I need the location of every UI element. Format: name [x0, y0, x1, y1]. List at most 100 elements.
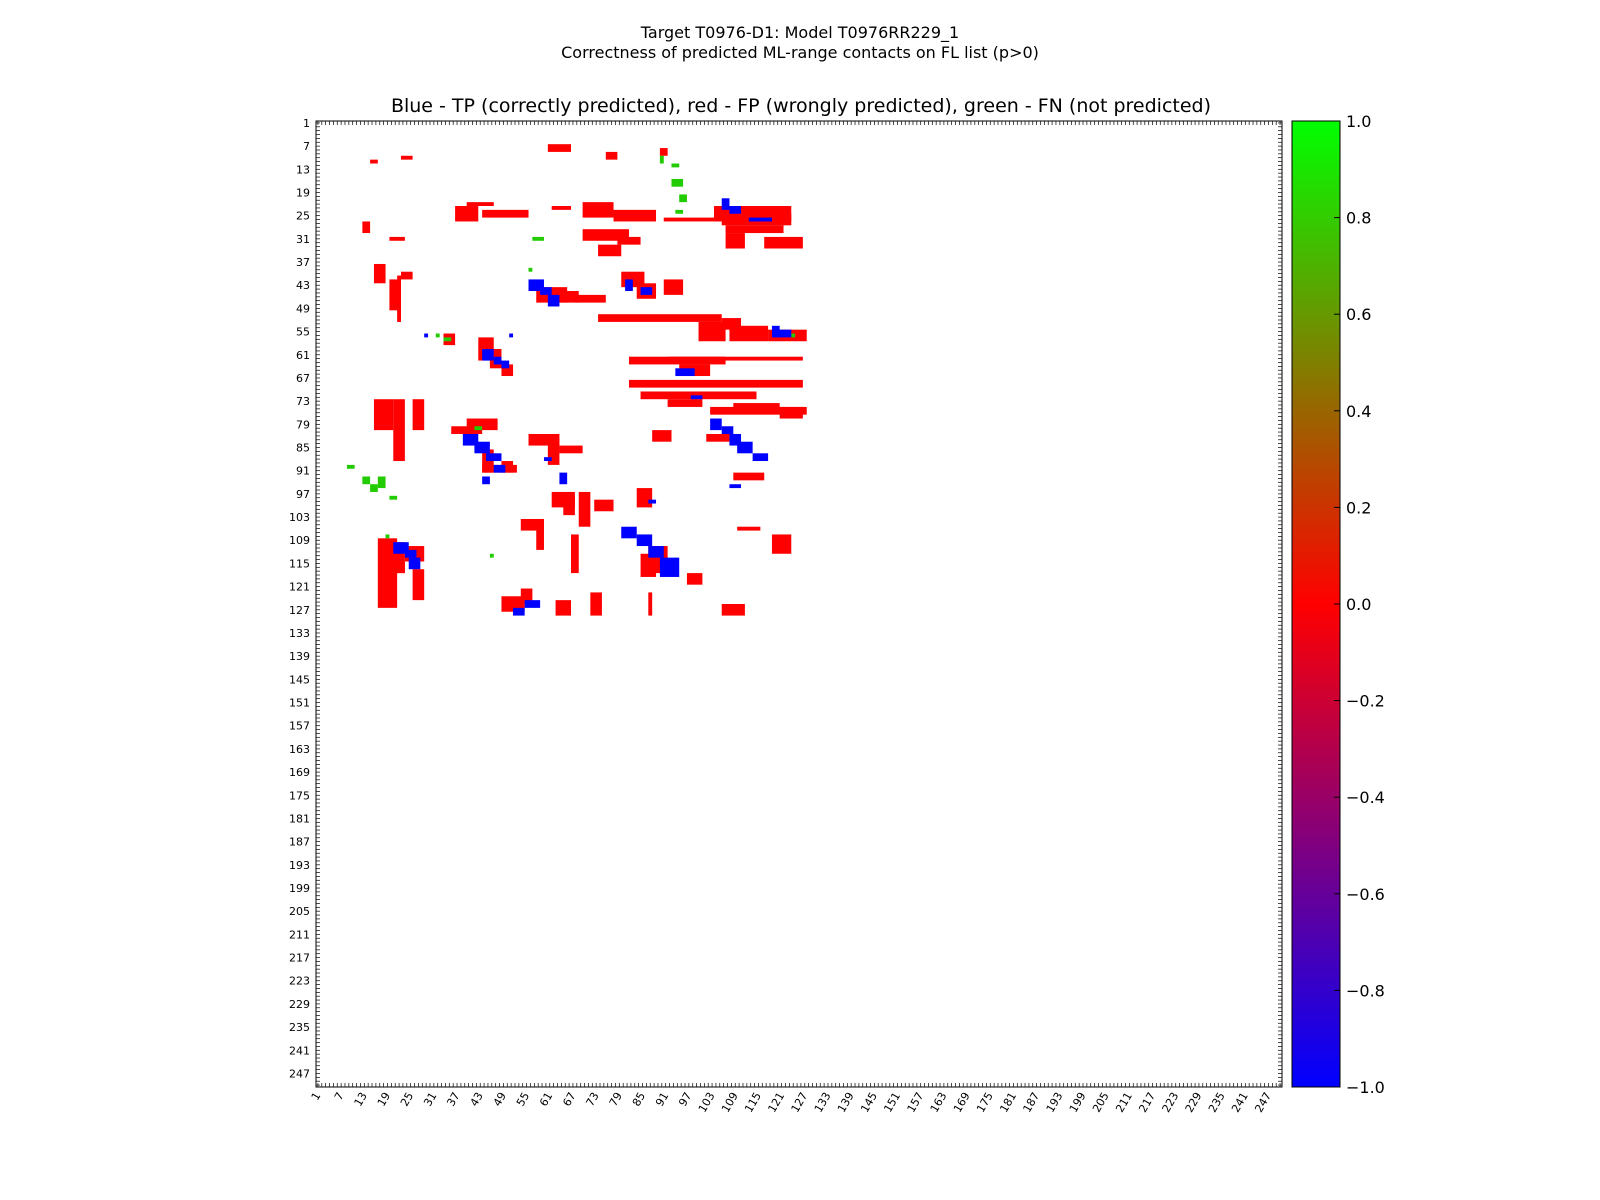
y-tick-label: 79 — [296, 418, 310, 431]
fp-contact-cell — [725, 225, 784, 234]
y-tick-label: 151 — [289, 697, 310, 710]
fp-contact-cell — [571, 534, 579, 574]
tp-contact-cell — [486, 453, 502, 462]
y-tick-label: 133 — [289, 627, 310, 640]
tp-contact-cell — [408, 557, 421, 570]
colorbar-tick-label: 0.0 — [1346, 595, 1371, 614]
fp-contact-cell — [547, 437, 560, 465]
fp-contact-cell — [721, 318, 742, 330]
fn-contact-cell — [532, 236, 544, 241]
y-tick-label: 217 — [289, 952, 310, 965]
x-tick-label: 157 — [905, 1090, 927, 1115]
fp-contact-cell — [582, 229, 629, 241]
fp-contact-cell — [628, 379, 803, 388]
fp-contact-cell — [652, 430, 672, 442]
fp-contact-cell — [393, 542, 405, 574]
colorbar-tick-label: 1.0 — [1346, 112, 1371, 131]
x-tick-label: 145 — [858, 1090, 880, 1115]
fp-contact-cell — [605, 151, 618, 160]
fp-contact-cell — [590, 592, 602, 616]
fp-contact-cell — [594, 499, 614, 512]
tp-contact-cell — [625, 279, 633, 292]
x-tick-label: 37 — [444, 1090, 462, 1109]
tp-contact-cell — [393, 542, 409, 554]
fn-contact-cell — [659, 155, 664, 164]
fp-contact-cell — [393, 399, 405, 462]
tp-contact-cell — [659, 557, 680, 577]
tp-contact-cell — [640, 287, 653, 295]
fp-contact-cell — [725, 233, 745, 249]
tp-contact-cell — [775, 329, 792, 338]
fn-contact-cell — [435, 333, 440, 338]
y-tick-label: 43 — [296, 279, 310, 292]
fp-contact-cell — [733, 472, 765, 481]
x-tick-label: 151 — [881, 1090, 903, 1115]
y-tick-label: 109 — [289, 534, 310, 547]
y-tick-label: 37 — [296, 256, 310, 269]
x-tick-label: 193 — [1044, 1090, 1066, 1115]
fp-contact-cell — [520, 588, 533, 604]
tp-contact-cell — [729, 484, 742, 489]
fn-contact-cell — [389, 495, 398, 500]
fn-contact-cell — [346, 464, 355, 469]
x-tick-label: 79 — [607, 1090, 625, 1109]
fp-contact-cell — [412, 569, 425, 601]
fp-contact-cell — [613, 209, 657, 222]
fp-contact-cell — [536, 518, 544, 550]
x-tick-label: 139 — [835, 1090, 857, 1115]
tp-contact-cell — [737, 441, 753, 454]
fp-contact-cell — [698, 321, 726, 342]
tp-contact-cell — [493, 356, 502, 365]
axis-ticks — [316, 121, 1282, 1087]
tp-contact-cell — [621, 526, 637, 539]
plot-frame — [315, 120, 1283, 1088]
tp-contact-cell — [404, 549, 417, 558]
y-tick-label: 175 — [289, 789, 310, 802]
x-tick-label: 97 — [676, 1090, 694, 1109]
tp-contact-cell — [648, 499, 657, 504]
x-tick-label: 187 — [1020, 1090, 1042, 1115]
x-tick-label: 67 — [560, 1090, 578, 1109]
x-tick-label: 241 — [1229, 1090, 1251, 1115]
y-tick-label: 241 — [289, 1044, 310, 1057]
y-tick-label: 103 — [289, 511, 310, 524]
fp-contact-cell — [362, 221, 371, 234]
tp-contact-cell — [729, 433, 742, 446]
y-tick-label: 223 — [289, 975, 310, 988]
fn-contact-cell — [385, 534, 390, 539]
y-tick-label: 61 — [296, 349, 310, 362]
tp-contact-cell — [540, 287, 552, 295]
y-tick-label: 139 — [289, 650, 310, 663]
fp-contact-cell — [466, 418, 498, 431]
colorbar-ticks: 1.0 0.8 0.6 0.4 0.2 0.0 −0.2 −0.4 −0.6 −0.8 −1.0 — [1334, 112, 1385, 1097]
fp-contact-cell — [764, 236, 803, 249]
x-tick-label: 85 — [630, 1090, 648, 1109]
x-axis-tick-labels: 1 7 13 19 25 31 37 43 49 55 61 67 73 79 85 91 97 103 109 11… — [309, 1090, 1274, 1115]
fp-contact-cell — [559, 291, 579, 303]
tp-contact-cell — [474, 441, 490, 454]
fp-contact-cell — [373, 399, 394, 431]
y-tick-label: 55 — [296, 326, 310, 339]
plot-legend-text: Blue - TP (correctly predicted), red - F… — [390, 95, 1212, 117]
fp-contact-cell — [667, 356, 803, 361]
x-tick-label: 229 — [1183, 1090, 1205, 1115]
tp-contact-cell — [509, 333, 514, 338]
y-tick-label: 187 — [289, 836, 310, 849]
tp-contact-cell — [559, 472, 568, 485]
fn-contact-cell — [370, 484, 378, 492]
y-tick-label: 67 — [296, 372, 310, 385]
fp-contact-cell — [563, 495, 575, 516]
tp-contact-cell — [501, 360, 510, 369]
x-tick-label: 31 — [421, 1090, 439, 1109]
contact-cells — [346, 144, 807, 616]
fp-contact-cell — [737, 526, 761, 531]
tp-contact-cell — [524, 600, 541, 608]
tp-contact-cell — [721, 426, 734, 434]
fp-contact-cell — [559, 445, 583, 454]
tp-contact-cell — [748, 217, 772, 222]
colorbar — [1291, 120, 1341, 1088]
colorbar-tick-label: 0.6 — [1346, 305, 1371, 324]
fp-contact-cell — [729, 325, 769, 342]
fp-contact-cell — [389, 236, 405, 241]
